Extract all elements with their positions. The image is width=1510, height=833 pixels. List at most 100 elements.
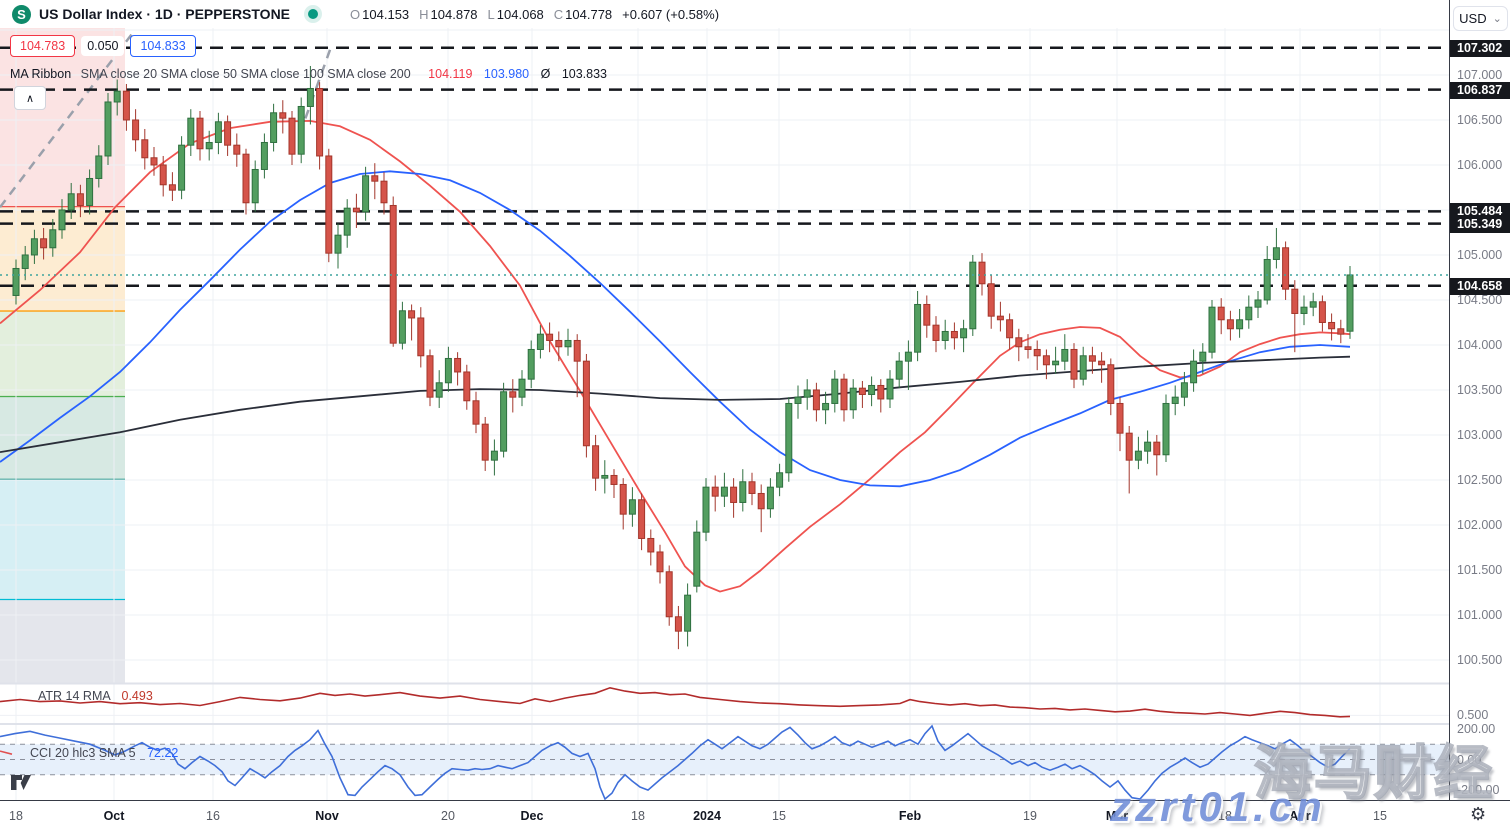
cci-line [0, 724, 1351, 800]
candle-body [104, 101, 112, 157]
time-tick-label: 18 [9, 809, 23, 823]
axis-level-label: 104.658 [1450, 277, 1510, 295]
candle-body [242, 153, 250, 204]
candle-body [1180, 382, 1188, 398]
trendline-1[interactable] [0, 29, 136, 209]
sma-100-200-line[interactable] [0, 355, 1351, 453]
candle-body [297, 105, 305, 155]
candle-body [408, 310, 416, 319]
time-tick-label: 20 [441, 809, 455, 823]
time-tick-label: 16 [206, 809, 220, 823]
candle-body [187, 117, 195, 146]
candle-body [12, 267, 20, 296]
zone-gray [0, 600, 125, 683]
candle-body [914, 303, 922, 353]
candle-body [693, 531, 701, 587]
price-axis[interactable]: USD ⌄ 107.000 106.500 106.000 105.000 104.50… [1449, 0, 1510, 800]
candle-body [518, 378, 526, 398]
candle-body [1282, 247, 1290, 290]
candle-body [380, 180, 388, 204]
atr-value: 0.493 [121, 689, 153, 703]
symbol-logo[interactable]: S [12, 4, 31, 24]
candle-body [417, 317, 425, 357]
candle-body [941, 330, 949, 341]
time-axis[interactable]: 18 Oct 16 Nov 20 Dec 18 2024 15 Feb 19 Mar 18 Apr 15 [0, 800, 1510, 833]
axis-price-label: 104.000 [1457, 337, 1503, 352]
candle-body [371, 175, 379, 182]
ohlc-readout: O 104.153 H 104.878 L 104.068 C 104.778 +0.6… [340, 7, 719, 22]
candle-body [1236, 319, 1244, 330]
low-label: L [487, 6, 495, 22]
axis-price-label: 101.500 [1457, 562, 1503, 577]
candle-body [260, 141, 268, 170]
axis-price-label: 103.000 [1457, 427, 1503, 442]
candle-body [95, 155, 103, 179]
price-label-range[interactable]: 0.050 [81, 36, 125, 56]
candle-body [592, 445, 600, 479]
high-label: H [419, 6, 429, 22]
ma-ribbon-legend[interactable]: MA Ribbon SMA close 20 SMA close 50 SMA … [10, 67, 607, 81]
candle-body [960, 328, 968, 339]
candle-body [1162, 402, 1170, 456]
time-tick-label: 19 [1023, 809, 1037, 823]
candle-body [757, 492, 765, 510]
candle-body [1061, 348, 1069, 362]
candle-body [1300, 306, 1308, 314]
cci-title: CCI 20 hlc3 SMA 5 [30, 746, 136, 760]
candle-body [1318, 301, 1326, 323]
candle-body [1291, 288, 1299, 314]
candle-body [647, 537, 655, 553]
open-label: O [350, 6, 361, 22]
candle-body [684, 594, 692, 632]
zone-green [0, 311, 125, 398]
candle-body [619, 483, 627, 515]
time-tick-label: 15 [772, 809, 786, 823]
candle-body [500, 391, 508, 452]
gear-icon[interactable]: ⚙ [1470, 804, 1487, 824]
candle-body [776, 472, 784, 488]
axis-price-label: 104.500 [1457, 292, 1503, 307]
candle-body [794, 396, 802, 404]
candle-body [30, 238, 38, 256]
axis-level-label: 107.302 [1450, 39, 1510, 57]
candle-body [196, 117, 204, 150]
candle-body [76, 193, 84, 206]
candle-body [178, 144, 186, 191]
market-status-dot[interactable] [308, 9, 319, 19]
candles [12, 65, 1354, 650]
axis-price-label: 106.000 [1457, 157, 1503, 172]
atr-line [0, 686, 1351, 718]
candle-body [858, 387, 866, 395]
candle-body [1006, 319, 1014, 339]
candle-body [1052, 360, 1060, 366]
sma50-value: 103.980 [483, 67, 530, 81]
candle-body [58, 209, 66, 231]
cci-legend[interactable]: CCI 20 hlc3 SMA 5 72.22 [30, 746, 178, 760]
candle-body [1033, 348, 1041, 357]
axis-price-label: 106.500 [1457, 112, 1503, 127]
candle-body [1263, 258, 1271, 301]
candle-body [628, 499, 636, 515]
candle-body [490, 450, 498, 461]
candle-body [214, 121, 222, 143]
price-label-blue[interactable]: 104.833 [130, 35, 196, 57]
candle-body [472, 400, 480, 425]
candle-body [1272, 247, 1280, 260]
zone-cyan [0, 479, 125, 601]
candle-body [1134, 450, 1142, 461]
candle-body [702, 486, 710, 533]
candle-body [325, 155, 333, 254]
chart-plot-area[interactable] [0, 28, 1449, 800]
sma-50-line[interactable] [0, 170, 1351, 488]
collapse-pane-button[interactable]: ∧ [14, 86, 46, 110]
price-label-red[interactable]: 104.783 [10, 35, 76, 57]
symbol-title[interactable]: US Dollar Index · 1D · PEPPERSTONE [39, 6, 291, 22]
currency-dropdown[interactable]: USD ⌄ [1453, 6, 1508, 31]
atr-legend[interactable]: ATR 14 RMA 0.493 [38, 689, 153, 703]
axis-cci-label: 0.00 [1457, 752, 1482, 767]
ma-ribbon-title: MA Ribbon [10, 67, 72, 81]
candle-body [481, 423, 489, 461]
tradingview-logo[interactable] [10, 772, 36, 797]
candle-body [509, 391, 517, 398]
